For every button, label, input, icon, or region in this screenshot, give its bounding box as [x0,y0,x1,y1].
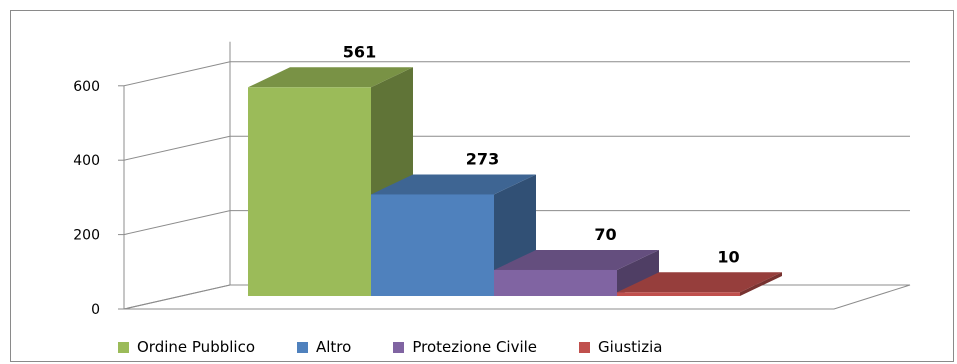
y-tick-label: 400 [73,153,100,169]
legend-swatch [579,341,591,353]
gridline-side [123,135,231,161]
legend-label: Altro [316,338,352,356]
bar-top [371,174,536,195]
bar-top [248,67,413,88]
bar [248,87,371,296]
y-tick-label: 600 [73,79,100,95]
y-tick-label: 200 [73,228,100,244]
gridline-side [123,210,231,236]
legend-item: Giustizia [579,338,662,356]
legend-item: Protezione Civile [393,338,537,356]
bar-top [494,249,659,270]
legend-item: Altro [297,338,351,356]
legend-label: Giustizia [598,338,663,356]
legend-swatch [297,341,308,353]
y-tick-label: 0 [91,302,100,318]
gridline-side [123,61,231,87]
data-label: 10 [717,247,739,266]
bar-top [617,272,782,293]
gridline-side [123,284,231,310]
legend-label: Protezione Civile [412,338,538,356]
data-label: 273 [466,149,499,168]
bar [617,292,740,296]
data-label: 561 [343,42,376,61]
bar [494,269,617,296]
data-label: 70 [594,225,616,244]
bar-side [740,272,782,296]
bar [371,194,494,296]
legend: Ordine Pubblico Altro Protezione Civile Giu… [118,336,704,358]
bar-side [617,249,659,296]
legend-swatch [393,341,405,353]
legend-label: Ordine Pubblico [137,338,255,356]
legend-swatch [118,341,129,353]
legend-item: Ordine Pubblico [118,338,255,356]
